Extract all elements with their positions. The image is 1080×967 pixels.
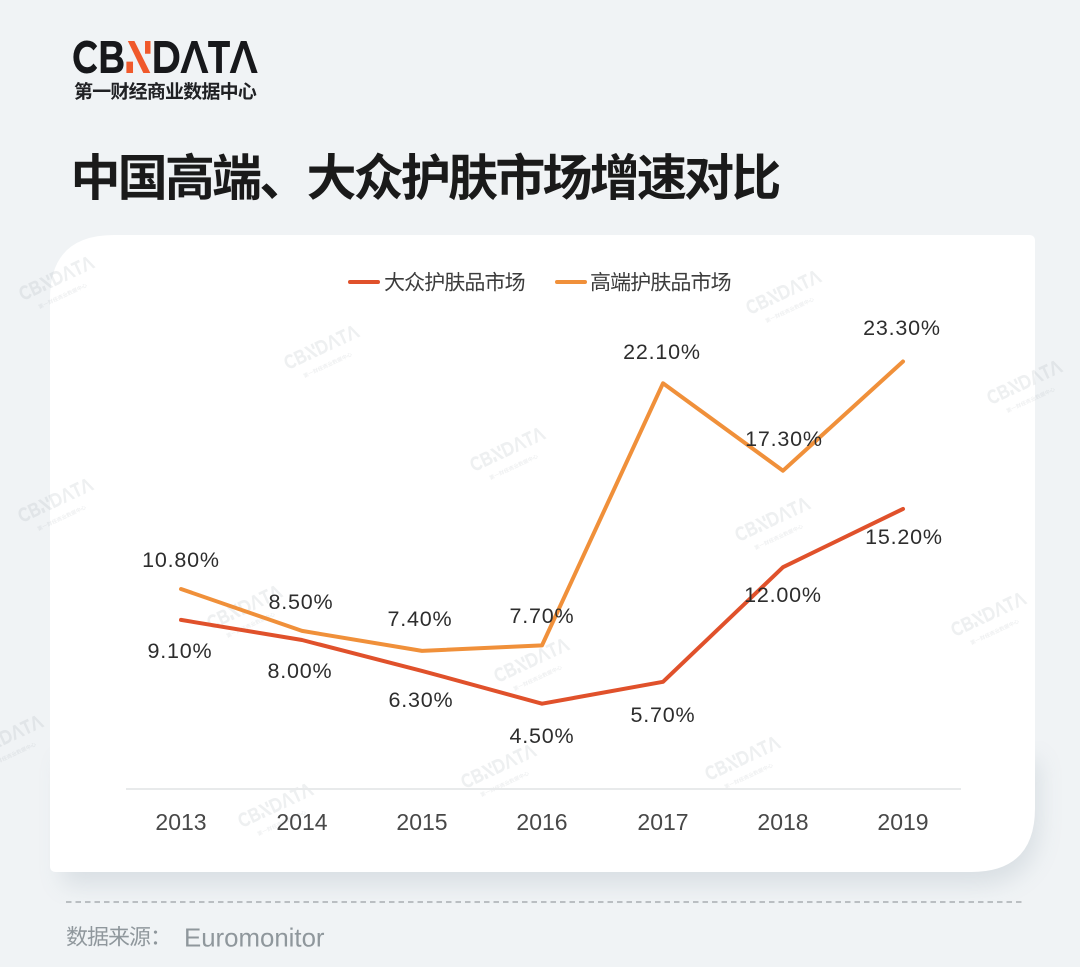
svg-text:7.40%: 7.40% <box>388 607 453 631</box>
svg-text:4.50%: 4.50% <box>510 724 575 748</box>
svg-text:Euromonitor: Euromonitor <box>184 925 325 953</box>
svg-text:2014: 2014 <box>276 809 327 835</box>
svg-text:9.10%: 9.10% <box>148 639 213 663</box>
svg-text:22.10%: 22.10% <box>623 340 701 364</box>
svg-text:2017: 2017 <box>637 809 688 835</box>
svg-text:8.00%: 8.00% <box>268 659 333 683</box>
svg-text:12.00%: 12.00% <box>744 583 822 607</box>
svg-text:15.20%: 15.20% <box>865 525 943 549</box>
svg-text:2015: 2015 <box>396 809 447 835</box>
svg-text:2019: 2019 <box>877 809 928 835</box>
svg-text:5.70%: 5.70% <box>631 703 696 727</box>
svg-text:2018: 2018 <box>757 809 808 835</box>
svg-text:6.30%: 6.30% <box>389 688 454 712</box>
svg-text:23.30%: 23.30% <box>863 316 941 340</box>
svg-text:8.50%: 8.50% <box>269 590 334 614</box>
svg-text:2016: 2016 <box>516 809 567 835</box>
svg-text:7.70%: 7.70% <box>510 604 575 628</box>
svg-text:17.30%: 17.30% <box>745 427 823 451</box>
svg-text:2013: 2013 <box>155 809 206 835</box>
svg-text:10.80%: 10.80% <box>142 548 220 572</box>
